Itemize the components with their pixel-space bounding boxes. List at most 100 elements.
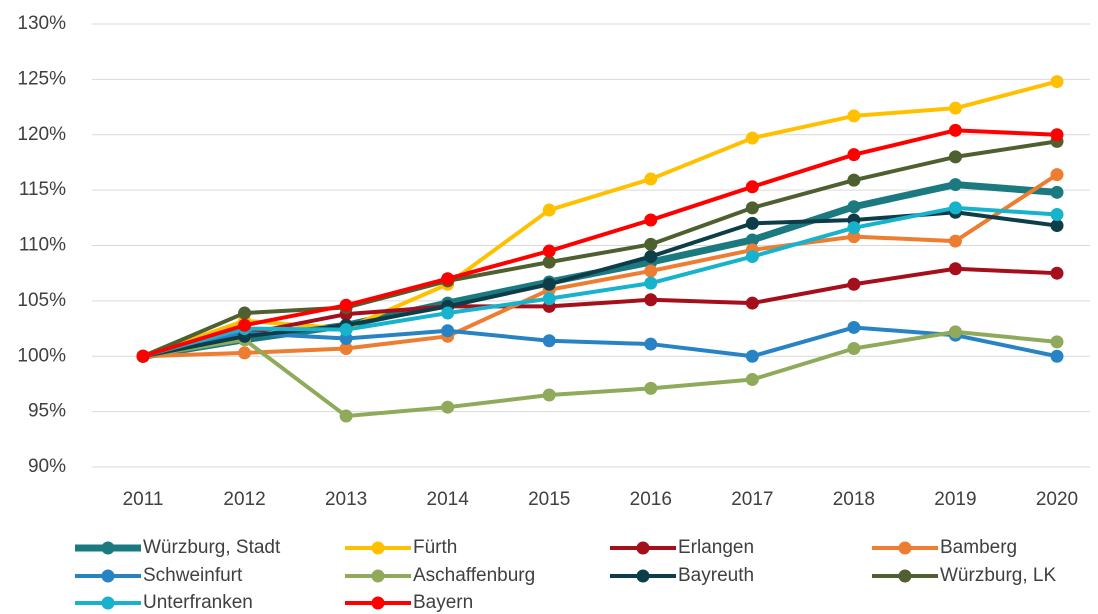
point [644, 172, 658, 186]
legend-marker [371, 541, 385, 555]
legend-label: Aschaffenburg [413, 565, 535, 586]
point [745, 296, 759, 310]
point [948, 201, 962, 215]
point [542, 203, 556, 217]
point [847, 173, 861, 187]
point [644, 237, 658, 251]
y-tick-label: 100% [17, 345, 66, 366]
legend-label: Fürth [413, 537, 457, 558]
x-tick-label: 2016 [630, 489, 672, 510]
point [745, 131, 759, 145]
legend-entry: Schweinfurt [75, 565, 243, 586]
legend-marker [371, 596, 385, 610]
legend-marker [101, 541, 115, 555]
legend-marker [101, 569, 115, 583]
point [542, 255, 556, 269]
y-tick-label: 95% [28, 401, 66, 422]
series-line [142, 79, 1058, 359]
point [136, 349, 150, 363]
point [1050, 349, 1064, 363]
legend-entry: Würzburg, Stadt [75, 537, 281, 558]
legend-marker [371, 569, 385, 583]
point [948, 101, 962, 115]
point [745, 201, 759, 215]
point [644, 381, 658, 395]
point [745, 216, 759, 230]
point [1050, 219, 1064, 233]
point [1050, 266, 1064, 280]
legend-entry: Aschaffenburg [345, 565, 535, 586]
point [542, 244, 556, 258]
point [542, 388, 556, 402]
legend-label: Unterfranken [143, 592, 253, 613]
point [339, 341, 353, 355]
point [847, 277, 861, 291]
point [238, 306, 252, 320]
point [339, 298, 353, 312]
point [441, 272, 455, 286]
legend-marker [636, 569, 650, 583]
legend-marker [898, 569, 912, 583]
legend-entry: Erlangen [610, 537, 754, 558]
point [644, 293, 658, 307]
legend-entry: Bamberg [872, 537, 1017, 558]
point [948, 325, 962, 339]
point [238, 318, 252, 332]
point [542, 292, 556, 306]
point [847, 341, 861, 355]
point [339, 409, 353, 423]
legend-label: Würzburg, LK [940, 565, 1056, 586]
point [1050, 335, 1064, 349]
point [948, 262, 962, 276]
point [1050, 185, 1064, 199]
legend-marker [898, 541, 912, 555]
point [339, 323, 353, 337]
point [847, 221, 861, 235]
point [238, 346, 252, 360]
legend-marker [636, 541, 650, 555]
x-tick-label: 2020 [1036, 489, 1078, 510]
series-line [142, 172, 1059, 359]
series-line [142, 128, 1058, 359]
point [644, 337, 658, 351]
legend-entry: Bayreuth [610, 565, 754, 586]
y-tick-label: 90% [28, 456, 66, 477]
point [847, 109, 861, 123]
point [745, 373, 759, 387]
x-tick-label: 2015 [528, 489, 570, 510]
point [644, 250, 658, 264]
point [745, 250, 759, 264]
point [542, 277, 556, 291]
point [948, 178, 962, 192]
point [948, 234, 962, 248]
legend-entry: Würzburg, LK [872, 565, 1056, 586]
legend-label: Bamberg [940, 537, 1017, 558]
y-tick-label: 110% [19, 235, 66, 256]
legend-marker [101, 596, 115, 610]
y-tick-label: 130% [17, 13, 66, 34]
series-line [142, 139, 1058, 359]
series-line [142, 205, 1058, 359]
point [745, 180, 759, 194]
x-tick-label: 2019 [934, 489, 976, 510]
point [847, 320, 861, 334]
point [542, 334, 556, 348]
point [847, 200, 861, 214]
y-tick-label: 120% [17, 124, 66, 145]
y-tick-label: 105% [17, 290, 66, 311]
x-tick-label: 2018 [833, 489, 875, 510]
x-tick-label: 2014 [427, 489, 470, 510]
x-tick-label: 2012 [223, 489, 265, 510]
point [1050, 128, 1064, 142]
legend-entry: Bayern [345, 592, 473, 613]
legend-label: Schweinfurt [143, 565, 243, 586]
point [1050, 75, 1064, 89]
legend-label: Bayreuth [678, 565, 754, 586]
x-tick-label: 2011 [123, 489, 164, 510]
point [644, 213, 658, 227]
point [644, 264, 658, 278]
legend-entry: Fürth [345, 537, 457, 558]
point [1050, 207, 1064, 221]
y-tick-label: 125% [17, 68, 66, 89]
